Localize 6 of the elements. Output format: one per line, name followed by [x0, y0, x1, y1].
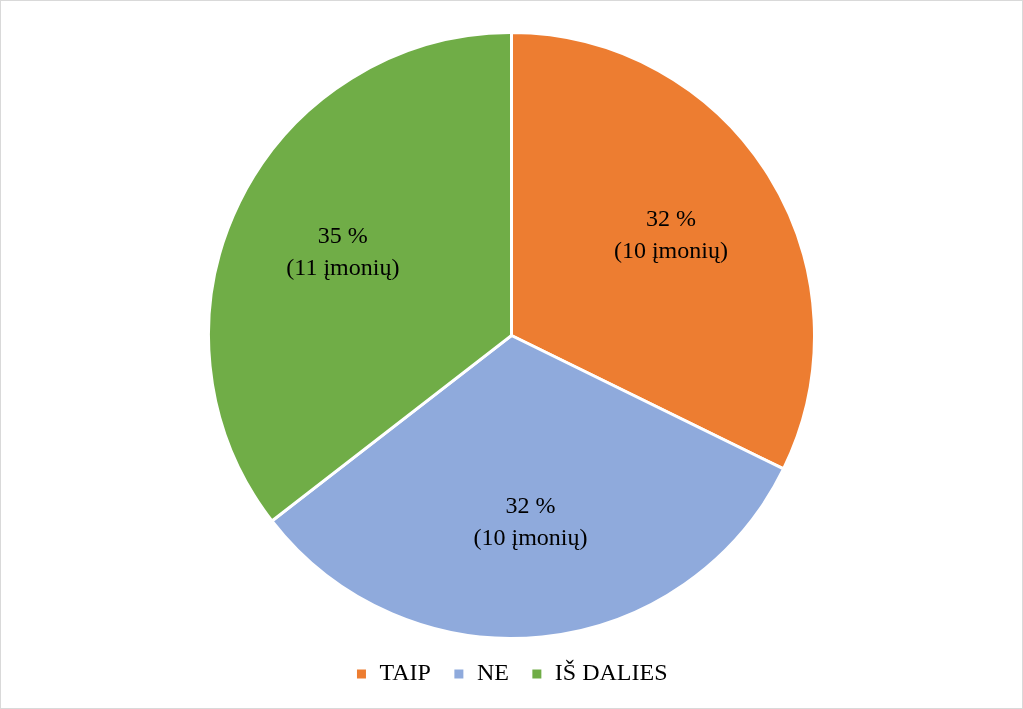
legend-label: IŠ DALIES [554, 659, 668, 686]
data-label: 32 % (10 įmonių) [613, 205, 728, 264]
legend-label: TAIP [379, 659, 431, 686]
legend-label: NE [476, 659, 509, 686]
data-label: 32 % (10 įmonių) [473, 491, 588, 550]
data-label: 35 % (11 įmonių) [286, 222, 400, 281]
